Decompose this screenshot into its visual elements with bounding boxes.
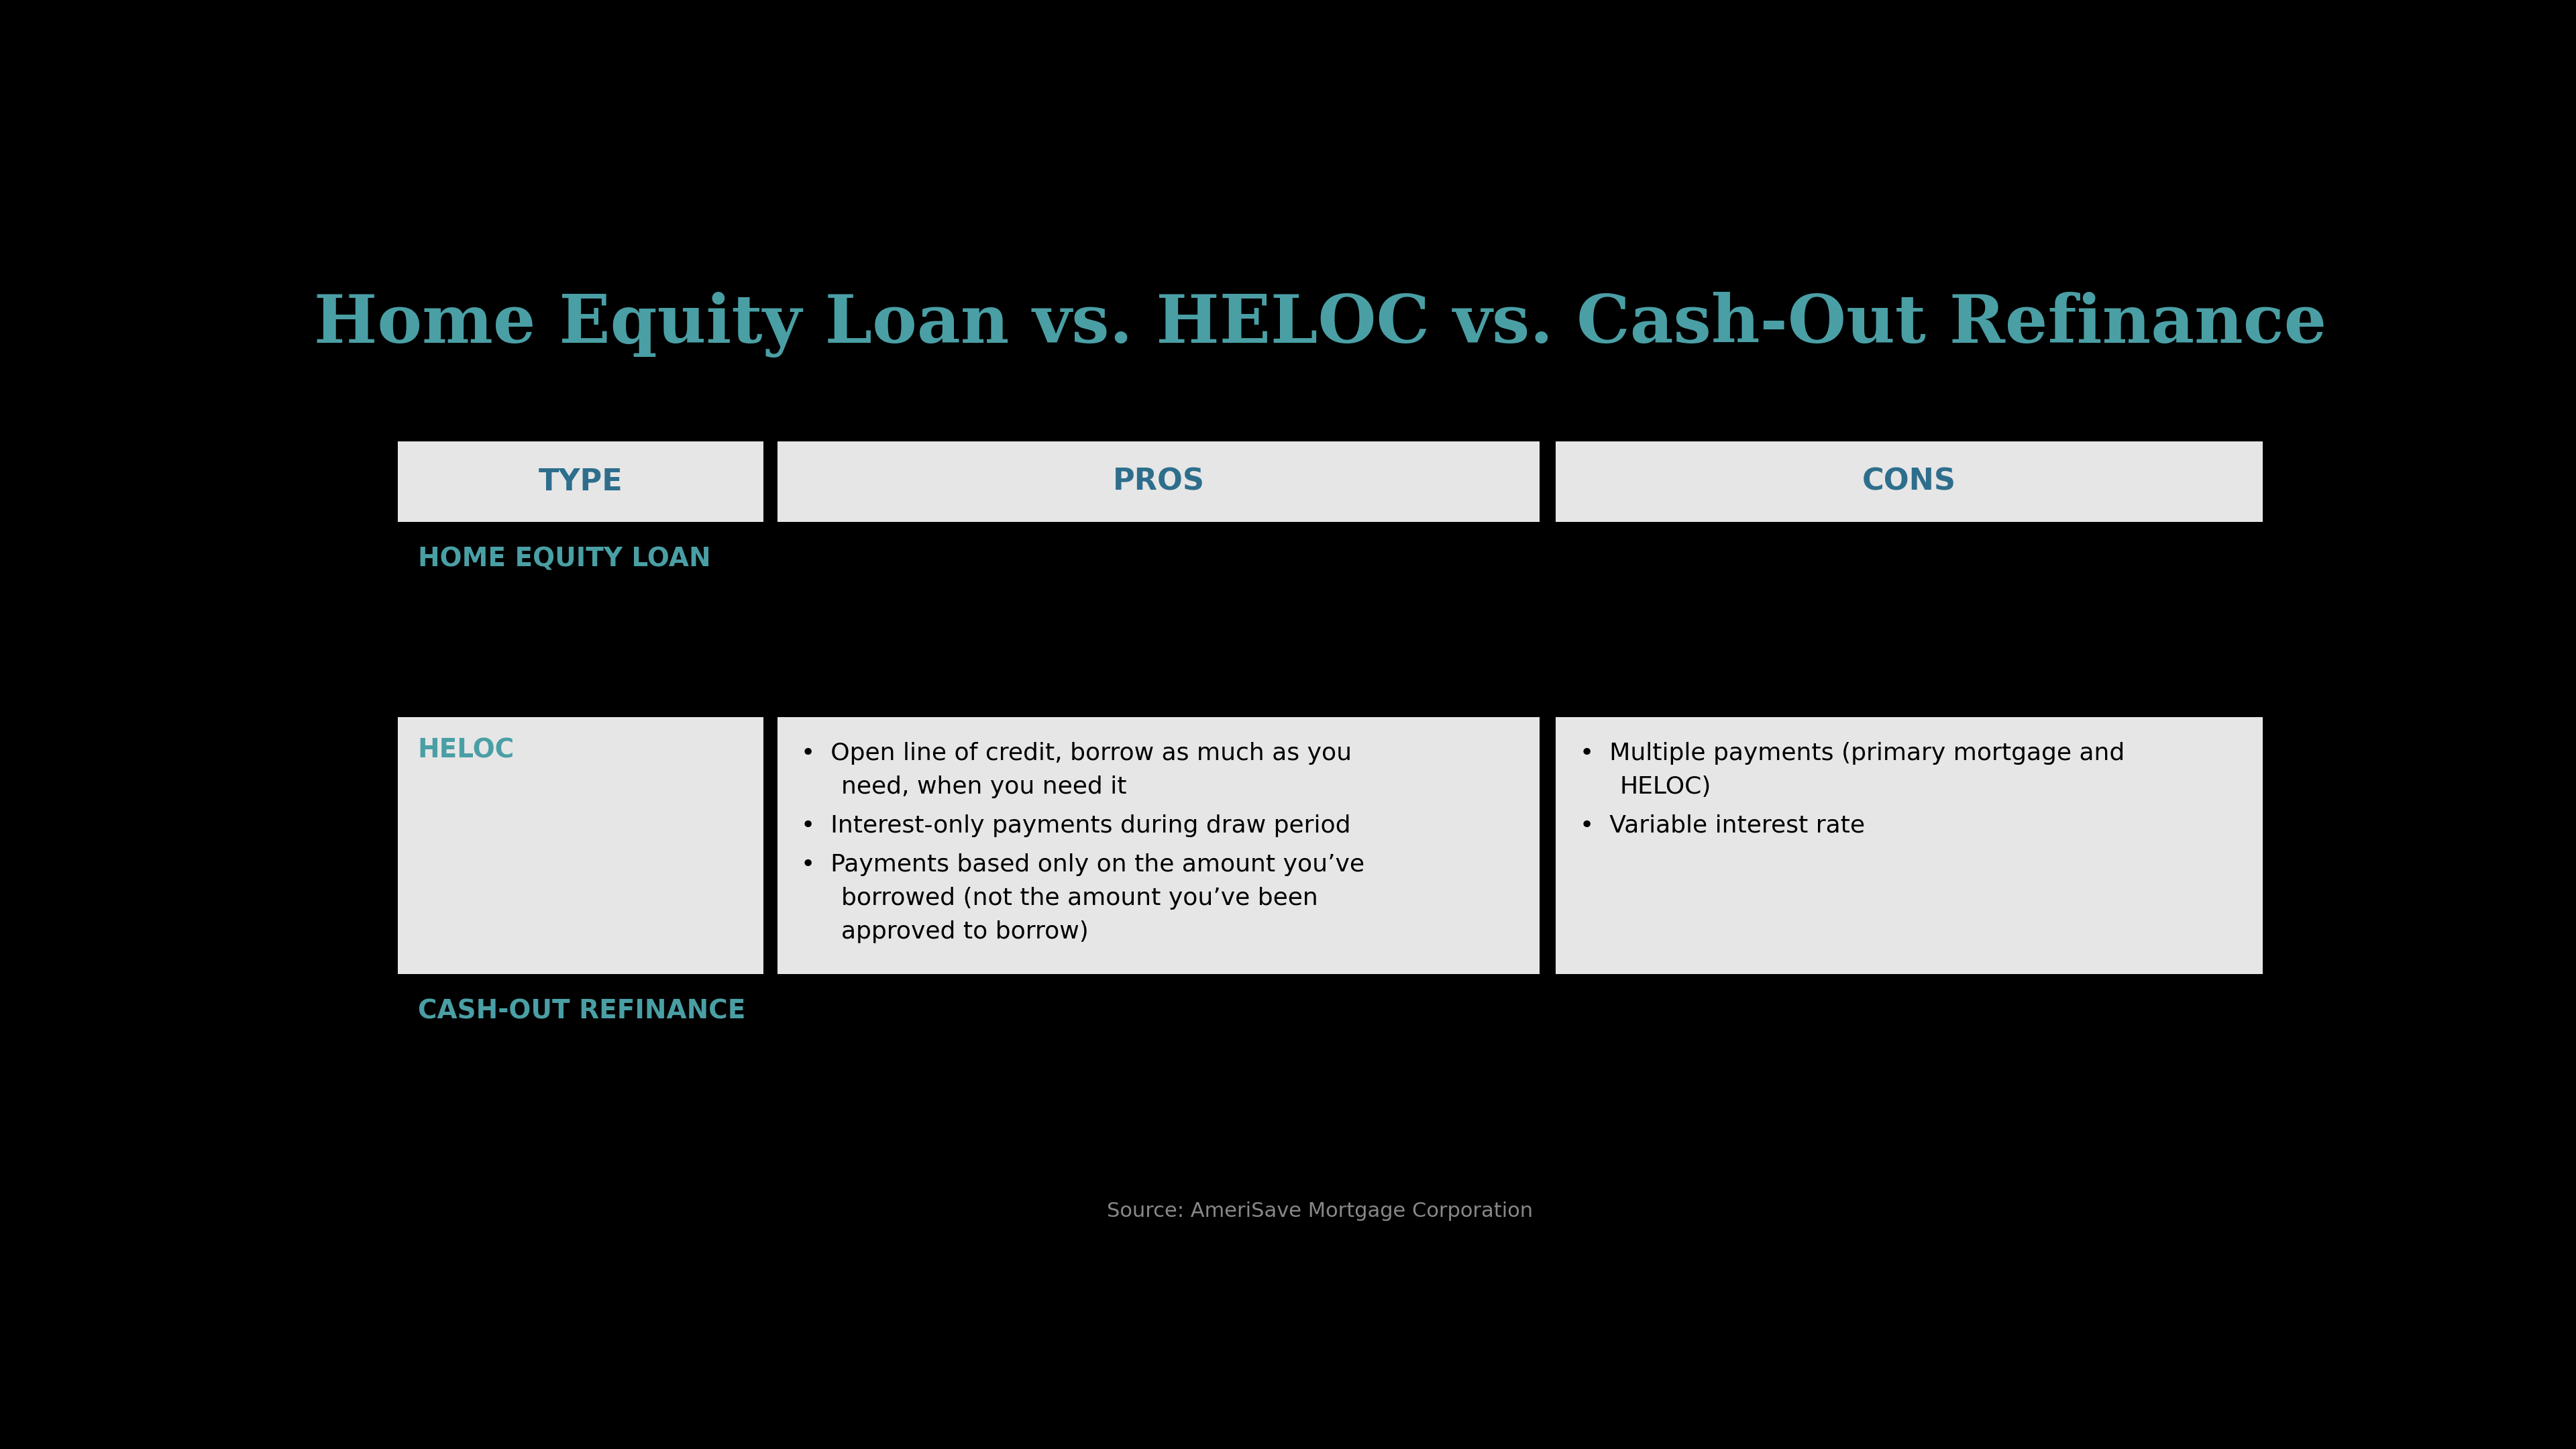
Text: •  Payments based only on the amount you’ve: • Payments based only on the amount you’… [801,853,1365,877]
Text: PROS: PROS [1113,468,1206,496]
Text: Home Equity Loan vs. HELOC vs. Cash-Out Refinance: Home Equity Loan vs. HELOC vs. Cash-Out … [314,291,2326,358]
Text: approved to borrow): approved to borrow) [840,920,1090,943]
Bar [397,442,762,522]
Bar [1556,442,2262,522]
Text: •  Multiple payments (primary mortgage and: • Multiple payments (primary mortgage an… [1579,742,2125,765]
Bar [397,717,762,974]
Text: •  Variable interest rate: • Variable interest rate [1579,814,1865,838]
Bar [1556,717,2262,974]
Text: HELOC): HELOC) [1620,775,1710,798]
Bar [778,717,1540,974]
Text: HOME EQUITY LOAN: HOME EQUITY LOAN [417,546,711,572]
Text: Source: AmeriSave Mortgage Corporation: Source: AmeriSave Mortgage Corporation [1108,1201,1533,1222]
Text: •  Interest-only payments during draw period: • Interest-only payments during draw per… [801,814,1350,838]
Text: •  Open line of credit, borrow as much as you: • Open line of credit, borrow as much as… [801,742,1352,765]
Text: TYPE: TYPE [538,468,623,496]
Bar [778,442,1540,522]
Text: HELOC: HELOC [417,738,515,762]
Text: CASH-OUT REFINANCE: CASH-OUT REFINANCE [417,998,744,1024]
Text: need, when you need it: need, when you need it [840,775,1126,798]
Text: borrowed (not the amount you’ve been: borrowed (not the amount you’ve been [840,887,1319,910]
Text: CONS: CONS [1862,468,1955,496]
